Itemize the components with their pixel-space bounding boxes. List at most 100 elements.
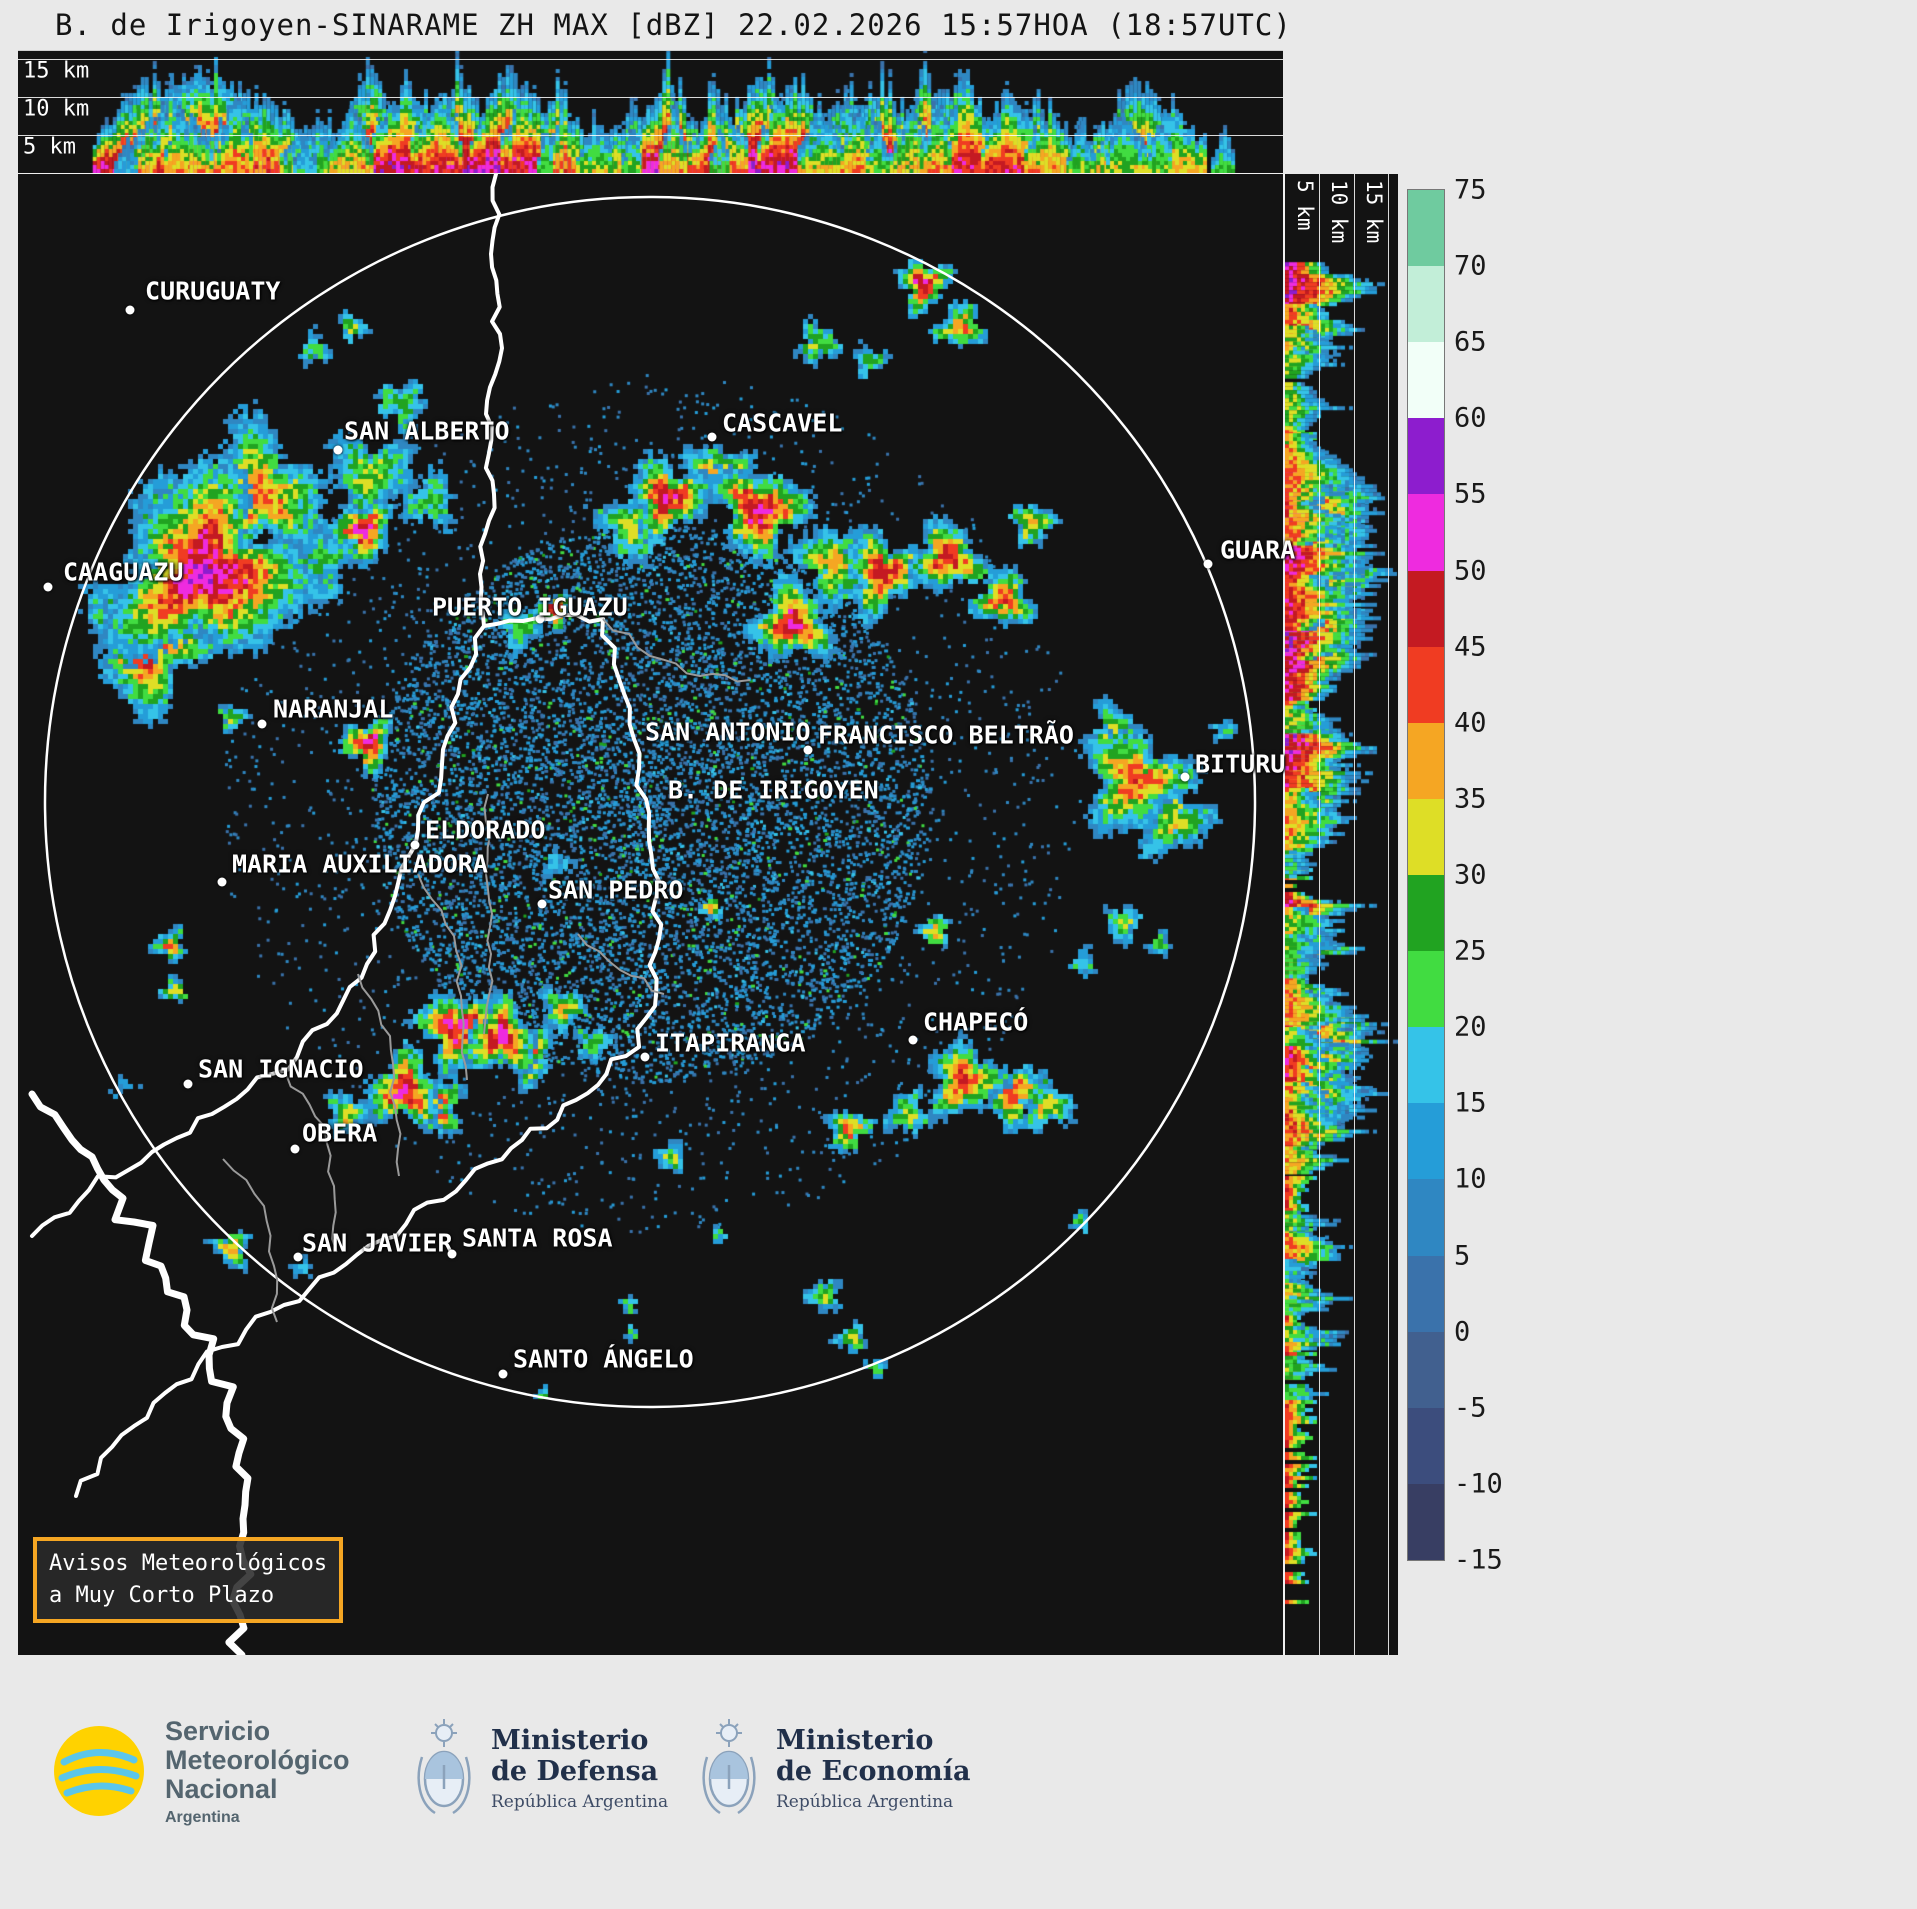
city-labels-layer: CURUGUATY SAN ALBERTO CASCAVEL CAAGUAZU PUER… [18, 174, 1295, 1655]
height-label-15km: 15 km [23, 58, 90, 84]
city-label-obera: OBERA [302, 1118, 378, 1148]
colorbar-tick-45: 45 [1454, 631, 1487, 663]
colorbar-segment [1408, 418, 1444, 495]
city-label-san-ignacio: SAN IGNACIO [198, 1054, 364, 1084]
product-title: B. de Irigoyen-SINARAME ZH MAX [dBZ] 22.… [55, 8, 1292, 42]
city-dot-san-alberto [333, 445, 343, 455]
city-dot-guara [1203, 559, 1213, 569]
city-label-cascavel: CASCAVEL [722, 408, 843, 438]
colorbar-segment [1408, 266, 1444, 343]
admin-border-line [602, 618, 751, 683]
top-cross-section-panel: 15 km 10 km 5 km [18, 50, 1283, 175]
defensa-sub: República Argentina [491, 1792, 669, 1813]
smn-line-1: Servicio [165, 1716, 271, 1746]
city-label-san-javier: SAN JAVIER [302, 1228, 453, 1258]
dbz-colorbar [1407, 189, 1445, 1561]
top-cross-section-canvas [18, 51, 1283, 173]
defensa-line-1: Ministerio [491, 1725, 649, 1757]
colorbar-segment [1408, 1179, 1444, 1256]
city-label-santa-rosa: SANTA ROSA [462, 1223, 613, 1253]
colorbar-segment [1408, 1103, 1444, 1180]
city-label-san-antonio: SAN ANTONIO [645, 717, 811, 747]
city-label-francisco-beltr-o: FRANCISCO BELTRÃO [818, 720, 1074, 750]
city-dot-eldorado [410, 840, 420, 850]
colorbar-tick--10: -10 [1454, 1468, 1503, 1500]
warning-notice-box[interactable]: Avisos Meteorológicos a Muy Corto Plazo [33, 1537, 344, 1623]
economia-line-1: Ministerio [776, 1725, 934, 1757]
colorbar-segment [1408, 646, 1444, 723]
city-label-curuguaty: CURUGUATY [145, 276, 281, 306]
city-dot-naranjal [257, 719, 267, 729]
city-dot-caaguazu [43, 582, 53, 592]
height-gridline-5km [18, 135, 1283, 136]
colorbar-tick-70: 70 [1454, 250, 1487, 282]
colorbar-segment [1408, 798, 1444, 875]
border-river-line [30, 624, 486, 1238]
city-label-caaguazu: CAAGUAZU [63, 557, 184, 587]
map-borders-layer [28, 174, 1257, 1655]
city-label-maria-auxiliadora: MARIA AUXILIADORA [232, 849, 488, 879]
smn-logo-block: Servicio Meteorológico Nacional Argentin… [52, 1716, 350, 1827]
city-label-puerto-iguazu: PUERTO IGUAZU [432, 592, 628, 622]
colorbar-segment [1408, 570, 1444, 647]
colorbar-segment [1408, 1483, 1444, 1560]
height-label-15km-v: 15 km [1362, 180, 1386, 244]
colorbar-tick--5: -5 [1454, 1392, 1487, 1424]
city-dot-francisco-beltr-o [803, 745, 813, 755]
colorbar-tick-5: 5 [1454, 1240, 1471, 1272]
height-label-10km: 10 km [23, 96, 90, 122]
panel-divider [1283, 174, 1285, 1655]
colorbar-tick-50: 50 [1454, 555, 1487, 587]
colorbar-segment [1408, 722, 1444, 799]
economia-sub: República Argentina [776, 1792, 954, 1813]
colorbar-tick-65: 65 [1454, 326, 1487, 358]
colorbar-segment [1408, 1255, 1444, 1332]
city-label-bituru: BITURU [1195, 749, 1286, 779]
city-label-naranjal: NARANJAL [273, 694, 394, 724]
colorbar-tick-55: 55 [1454, 478, 1487, 510]
colorbar-tick-25: 25 [1454, 935, 1487, 967]
city-dot-santo-ngelo [498, 1369, 508, 1379]
colorbar-segment [1408, 190, 1444, 267]
city-dot-san-javier [293, 1252, 303, 1262]
city-dot-san-ignacio [183, 1079, 193, 1089]
smn-line-2: Meteorológico [165, 1745, 350, 1776]
colorbar-segment [1408, 1407, 1444, 1484]
admin-border-line [357, 973, 402, 1177]
ministerio-economia-block: Ministerio de Economía República Argenti… [700, 1713, 970, 1825]
colorbar-tick-75: 75 [1454, 174, 1487, 206]
height-label-5km-v: 5 km [1293, 180, 1317, 231]
colorbar-tick-35: 35 [1454, 783, 1487, 815]
admin-border-line [417, 873, 468, 1081]
colorbar-segment [1408, 874, 1444, 952]
city-label-santo-ngelo: SANTO ÁNGELO [513, 1344, 694, 1374]
admin-border-line [577, 933, 665, 995]
city-dot-maria-auxiliadora [217, 877, 227, 887]
smn-country: Argentina [165, 1809, 240, 1827]
coat-of-arms-icon [702, 1719, 756, 1815]
notice-line-1: Avisos Meteorológicos [49, 1551, 328, 1576]
city-label-itapiranga: ITAPIRANGA [655, 1028, 806, 1058]
economia-line-2: de Economía [776, 1756, 971, 1788]
city-label-b-de-irigoyen: B. DE IRIGOYEN [668, 775, 879, 805]
admin-border-line [222, 1158, 279, 1323]
admin-border-line [483, 793, 494, 1035]
city-label-eldorado: ELDORADO [425, 815, 546, 845]
border-river-line [478, 174, 504, 628]
colorbar-tick-0: 0 [1454, 1316, 1471, 1348]
footer: Servicio Meteorológico Nacional Argentin… [0, 1655, 1917, 1909]
city-label-chapec: CHAPECÓ [923, 1007, 1029, 1037]
admin-border-line [285, 1073, 338, 1253]
coat-of-arms-icon [417, 1719, 471, 1815]
colorbar-tick-40: 40 [1454, 707, 1487, 739]
city-dot-itapiranga [640, 1052, 650, 1062]
colorbar-tick-60: 60 [1454, 402, 1487, 434]
city-dot-santa-rosa [447, 1249, 457, 1259]
city-dot-cascavel [707, 432, 717, 442]
city-dot-puerto-iguazu [535, 614, 545, 624]
colorbar-tick-30: 30 [1454, 859, 1487, 891]
height-gridline-15km [18, 59, 1283, 60]
colorbar-tick-20: 20 [1454, 1011, 1487, 1043]
colorbar-segment [1408, 1331, 1444, 1408]
colorbar-segment [1408, 494, 1444, 571]
